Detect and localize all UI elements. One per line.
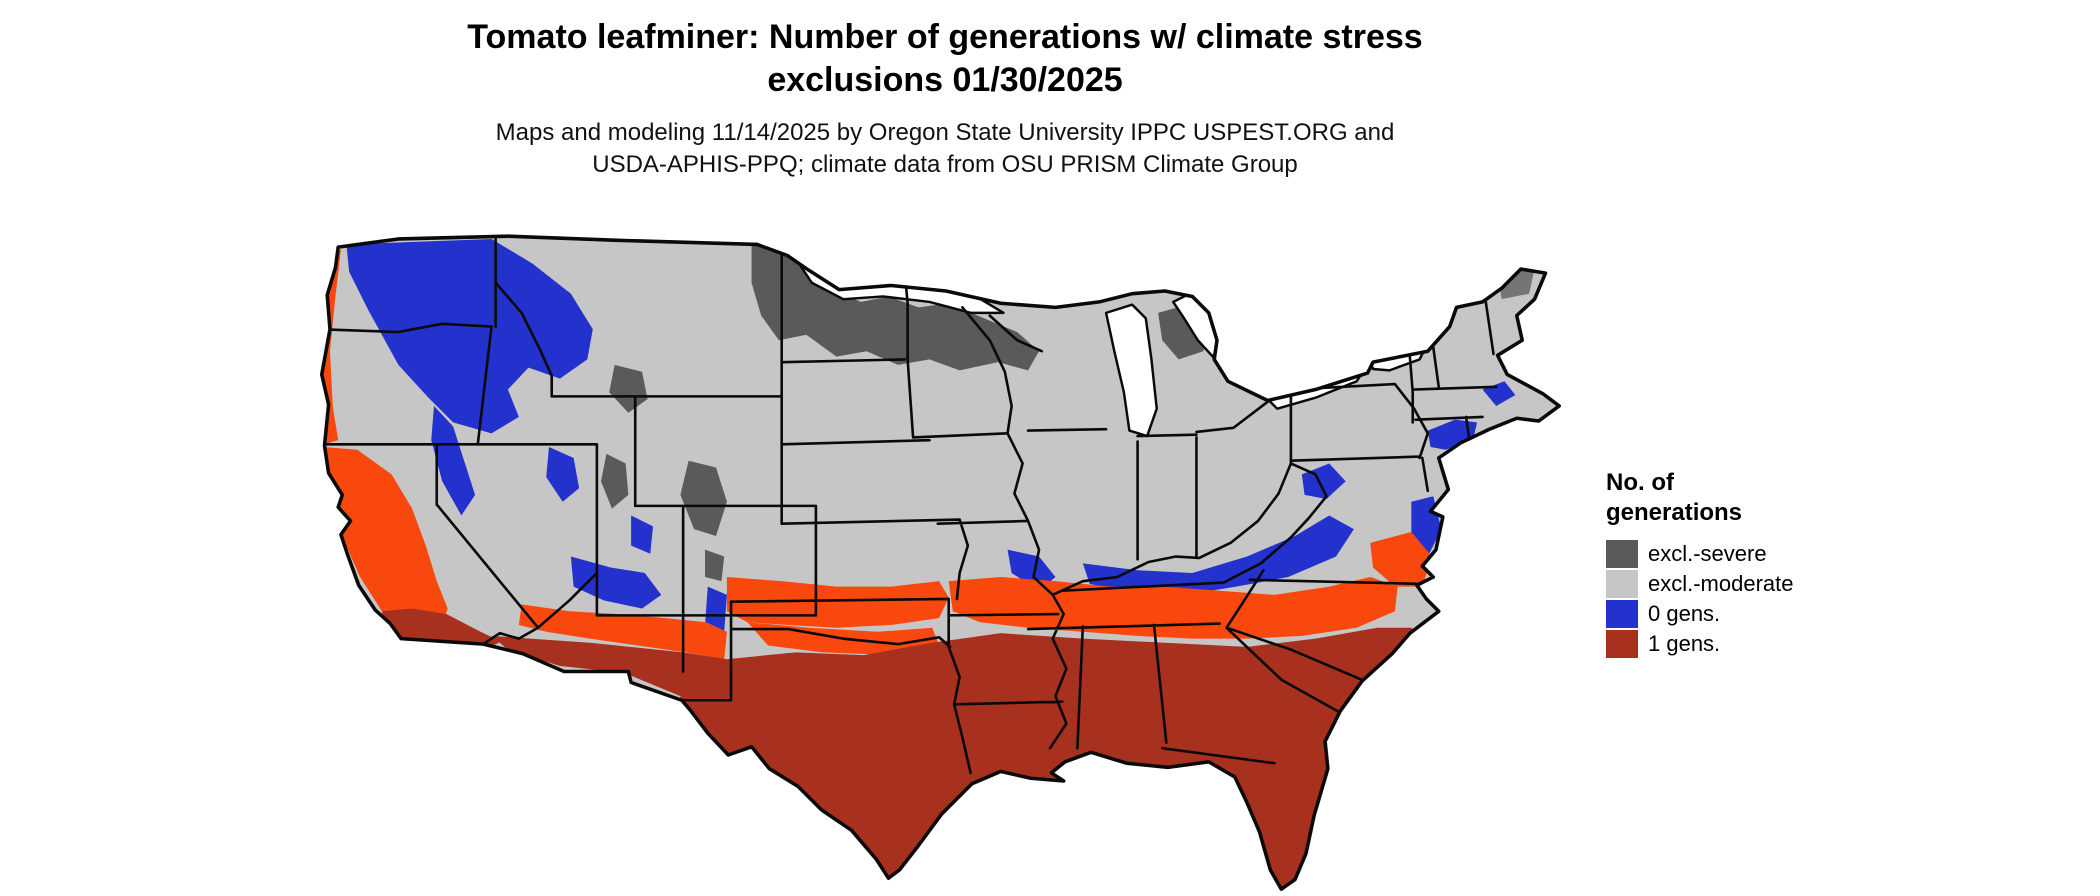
- legend-swatch-excl-severe: [1606, 540, 1638, 568]
- legend-title-line-2: generations: [1606, 499, 1743, 526]
- page-title: Tomato leafminer: Number of generations …: [0, 16, 1890, 101]
- lake-michigan: [1104, 303, 1158, 438]
- legend-item-excl-severe: excl.-severe: [1606, 540, 1794, 568]
- legend-item-zero-gens: 0 gens.: [1606, 600, 1794, 628]
- legend-item-excl-moderate: excl.-moderate: [1606, 570, 1794, 598]
- zone-excl-severe: [516, 244, 1535, 582]
- us-map-svg: [319, 234, 1561, 891]
- legend-label-excl-severe: excl.-severe: [1648, 541, 1767, 566]
- state-borders: [321, 237, 1498, 775]
- title-line-2: exclusions 01/30/2025: [767, 60, 1123, 99]
- title-line-1: Tomato leafminer: Number of generations …: [467, 18, 1423, 56]
- legend-swatch-excl-moderate: [1606, 570, 1638, 598]
- us-generations-map: [316, 228, 1580, 896]
- page-subtitle: Maps and modeling 11/14/2025 by Oregon S…: [0, 117, 1890, 182]
- subtitle-line-1: Maps and modeling 11/14/2025 by Oregon S…: [495, 119, 1395, 146]
- legend-swatch-zero-gens: [1606, 600, 1638, 628]
- legend-label-zero-gens: 0 gens.: [1648, 601, 1721, 626]
- subtitle-line-2: USDA-APHIS-PPQ; climate data from OSU PR…: [592, 151, 1298, 179]
- map-legend: No. of generations excl.-severe excl.-mo…: [1606, 468, 1794, 660]
- map-header: Tomato leafminer: Number of generations …: [0, 16, 1890, 182]
- zone-one-gen: [381, 608, 1453, 890]
- legend-item-one-gen: 1 gens.: [1606, 630, 1794, 658]
- legend-swatch-one-gen: [1606, 630, 1638, 658]
- legend-items: excl.-severe excl.-moderate 0 gens. 1 ge…: [1606, 540, 1794, 658]
- legend-title-line-1: No. of: [1606, 469, 1674, 496]
- legend-title: No. of generations: [1606, 468, 1794, 528]
- legend-label-excl-moderate: excl.-moderate: [1648, 571, 1794, 596]
- us-outline: [319, 234, 1561, 891]
- legend-label-one-gen: 1 gens.: [1648, 631, 1721, 656]
